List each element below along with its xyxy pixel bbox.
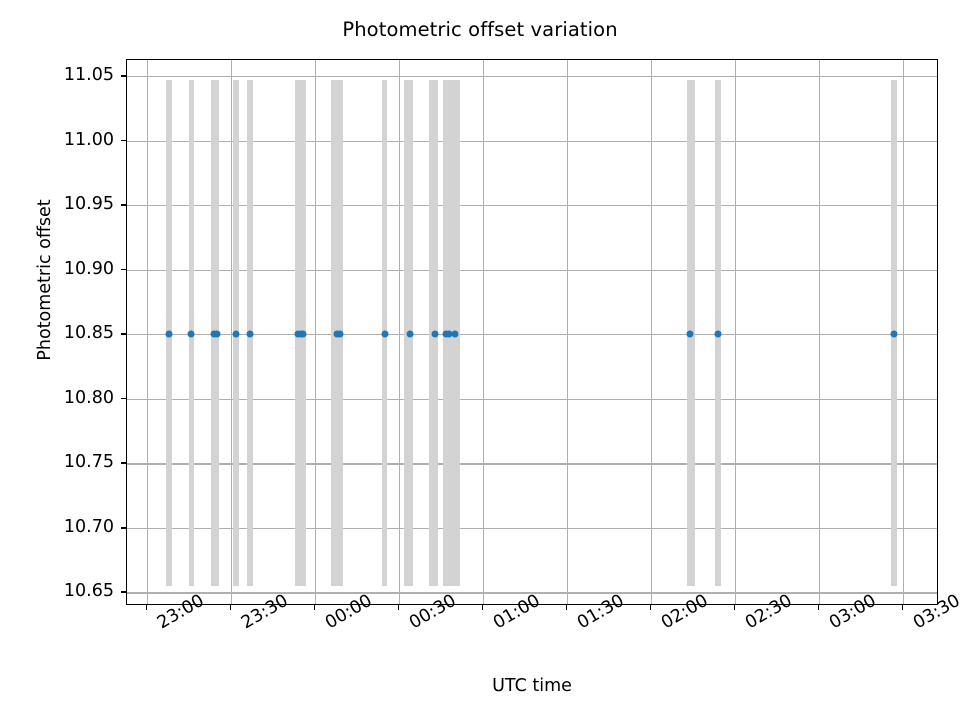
x-tick-mark [145, 605, 148, 610]
x-tick-mark [397, 605, 400, 610]
gridline-horizontal [127, 269, 937, 271]
data-point-marker [246, 330, 254, 338]
data-point-marker [336, 330, 344, 338]
x-tick-mark [565, 605, 568, 610]
y-tick-label: 10.70 [63, 516, 114, 537]
gridline-horizontal [127, 76, 937, 78]
y-tick-label: 10.90 [63, 258, 114, 279]
x-tick-label: 00:30 [405, 590, 460, 634]
data-point-marker [299, 330, 307, 338]
y-tick-label: 10.85 [63, 323, 114, 344]
gridline-vertical [314, 60, 316, 604]
y-tick-mark [121, 397, 126, 400]
x-tick-label: 02:30 [741, 590, 796, 634]
y-tick-label: 11.00 [63, 129, 114, 150]
data-point-marker [187, 330, 195, 338]
plot-area [126, 59, 938, 605]
data-point-marker [165, 330, 173, 338]
y-tick-mark [121, 591, 126, 594]
data-point-marker [431, 330, 439, 338]
x-tick-mark [817, 605, 820, 610]
y-tick-mark [121, 204, 126, 206]
data-point-marker [232, 330, 240, 338]
gridline-vertical [566, 60, 568, 604]
y-tick-mark [121, 268, 126, 271]
gridline-vertical [230, 60, 232, 604]
data-point-marker [451, 330, 459, 338]
x-tick-label: 02:00 [657, 590, 712, 634]
gridline-horizontal [127, 592, 937, 594]
gridline-vertical [482, 60, 484, 604]
y-tick-mark [121, 333, 126, 335]
x-tick-mark [229, 605, 232, 610]
x-tick-mark [313, 605, 316, 610]
gridline-horizontal [127, 463, 937, 465]
gridline-horizontal [127, 527, 937, 530]
data-point-marker [213, 330, 221, 338]
gridline-horizontal [127, 205, 937, 207]
gridline-horizontal [127, 334, 937, 336]
data-point-marker [406, 330, 414, 338]
gridline-vertical [650, 60, 652, 604]
gridline-vertical [398, 60, 400, 604]
chart-title: Photometric offset variation [342, 18, 618, 41]
x-tick-label: 03:30 [909, 590, 960, 634]
gridline-vertical [734, 60, 736, 604]
data-point-marker [714, 330, 722, 338]
y-tick-label: 10.80 [63, 387, 114, 408]
x-tick-mark [901, 605, 904, 610]
x-tick-label: 03:00 [825, 590, 880, 634]
data-point-marker [381, 330, 389, 338]
gridline-vertical [818, 60, 820, 604]
x-tick-label: 23:00 [153, 590, 208, 634]
y-tick-label: 11.05 [63, 65, 114, 86]
y-axis-title: Photometric offset [35, 199, 55, 361]
x-tick-label: 01:00 [489, 590, 544, 634]
y-axis-tick-labels: 10.65 10.70 10.75 10.80 10.85 10.90 10.95 11.00… [0, 0, 114, 720]
x-tick-mark [481, 605, 484, 610]
x-axis-title: UTC time [492, 676, 572, 696]
y-tick-label: 10.95 [63, 194, 114, 215]
x-tick-label: 23:30 [237, 590, 292, 634]
data-point-marker [686, 330, 694, 338]
y-tick-label: 10.75 [63, 452, 114, 473]
x-tick-label: 00:00 [321, 590, 376, 634]
x-tick-mark [649, 605, 652, 610]
gridline-vertical [902, 60, 904, 604]
gridline-horizontal [127, 140, 937, 142]
y-tick-label: 10.65 [63, 581, 114, 602]
x-tick-mark [733, 605, 736, 610]
gridline-vertical [146, 60, 148, 604]
x-tick-label: 01:30 [573, 590, 628, 634]
data-point-marker [890, 330, 898, 338]
y-tick-mark [121, 526, 126, 529]
y-tick-mark [121, 75, 126, 77]
y-tick-mark [121, 462, 126, 464]
y-tick-mark [121, 139, 126, 142]
gridline-horizontal [127, 398, 937, 401]
data-point-marker [445, 330, 453, 338]
